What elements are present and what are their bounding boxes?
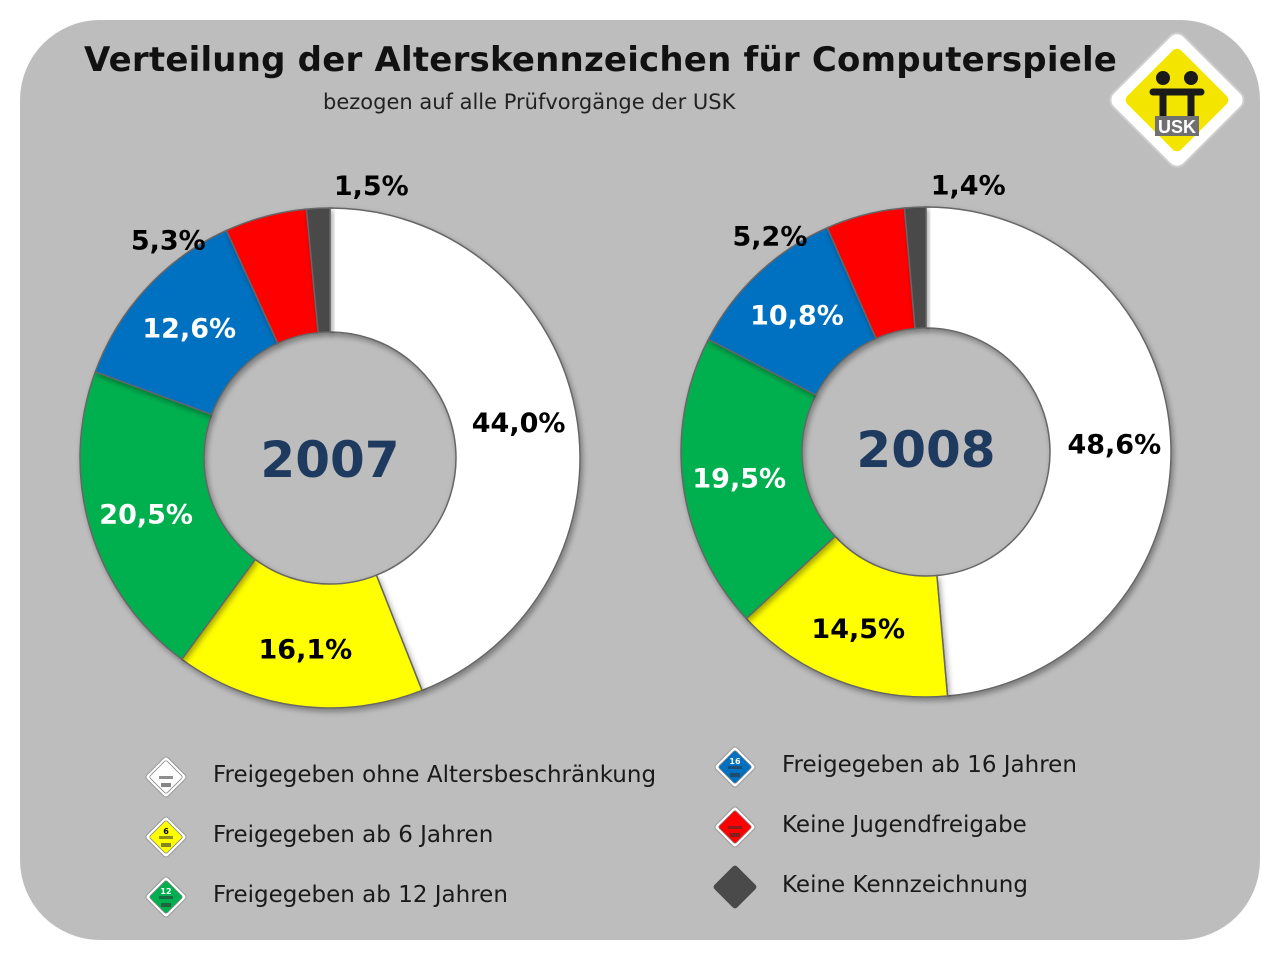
legend-label: Keine Kennzeichnung (782, 872, 1028, 898)
center-year-label: 2007 (260, 431, 399, 489)
legend-label: Freigegeben ab 6 Jahren (213, 822, 494, 848)
donut-slice (745, 535, 949, 698)
legend-label: Freigegeben ab 16 Jahren (782, 752, 1077, 778)
donut-slice (329, 207, 581, 692)
donut-slice (305, 207, 331, 334)
usk-0-badge-icon (145, 756, 187, 798)
slice-label: 14,5% (811, 614, 905, 645)
page-title: Verteilung der Alterskennzeichen für Com… (84, 40, 1118, 80)
badge-age-label: 6 (163, 827, 169, 836)
page-subtitle: bezogen auf alle Prüfvorgänge der USK (323, 90, 736, 114)
no-rating-icon (713, 865, 757, 909)
slice-label: 20,5% (99, 499, 193, 530)
usk-logo-figures-icon (1149, 88, 1205, 124)
donut-slice (79, 370, 257, 661)
slice-label: 5,3% (131, 225, 206, 256)
slice-label: 1,5% (334, 171, 409, 202)
slice-label: 16,1% (259, 634, 353, 665)
donut-chart-2008: 48,6% 14,5% 19,5% 10,8% 5,2% 1,4% 2008 (680, 170, 1172, 698)
donut-slice (180, 558, 424, 709)
slice-label: 44,0% (472, 408, 566, 439)
slice-label: 48,6% (1067, 430, 1161, 461)
legend-label: Freigegeben ab 12 Jahren (213, 882, 508, 908)
usk-12-badge-icon: 12 (145, 876, 187, 918)
slice-label: 12,6% (142, 313, 236, 344)
legend-label: Freigegeben ohne Altersbeschränkung (213, 762, 657, 788)
legend-label: Keine Jugendfreigabe (782, 812, 1027, 838)
donut-slice (94, 229, 279, 416)
donut-slice (903, 206, 927, 330)
donut-slice (925, 206, 1172, 697)
slice-label: 5,2% (733, 221, 808, 252)
usk-18-badge-icon (714, 806, 756, 848)
badge-age-label: 12 (160, 887, 171, 896)
center-year-label: 2008 (856, 421, 995, 479)
slice-label: 1,4% (931, 170, 1006, 201)
donut-chart-2007: 44,0% 16,1% 20,5% 12,6% 5,3% 1,5% 2007 (79, 171, 581, 709)
badge-age-label: 16 (729, 757, 741, 766)
usk-6-badge-icon: 6 (145, 816, 187, 858)
donut-slice (680, 338, 837, 620)
usk-logo-text: USK (1158, 117, 1196, 137)
slice-label: 19,5% (692, 463, 786, 494)
slice-label: 10,8% (750, 301, 844, 332)
usk-logo: USK (1109, 32, 1245, 168)
usk-16-badge-icon: 16 (714, 746, 756, 788)
